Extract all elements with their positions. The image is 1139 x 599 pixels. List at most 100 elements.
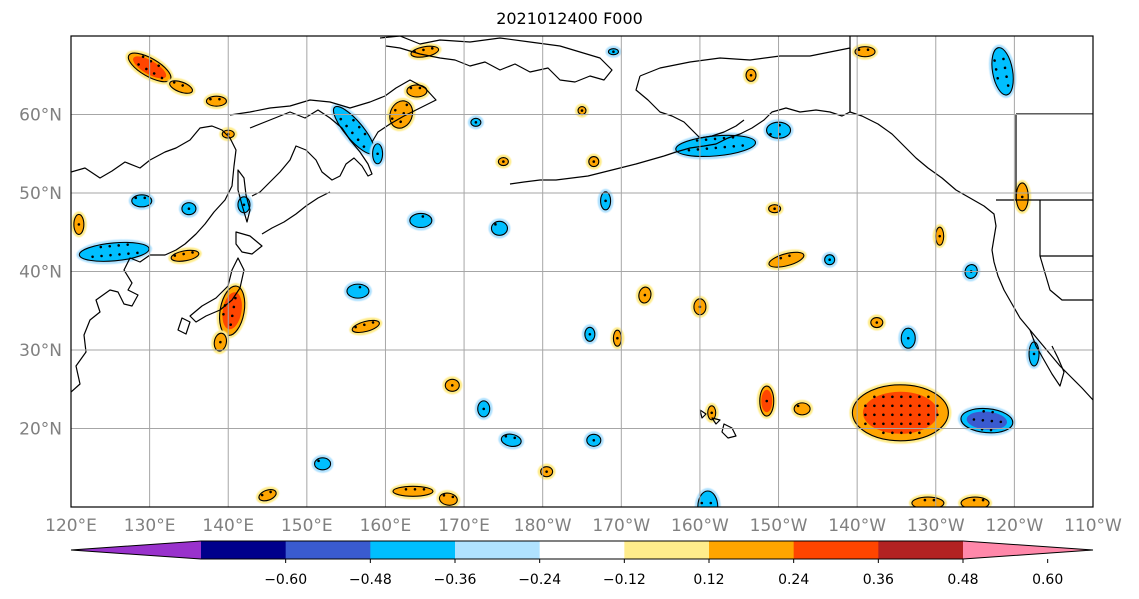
significance-dot: [160, 76, 164, 80]
anomaly-patch: [867, 314, 886, 331]
longitude-label: 150°E: [281, 516, 333, 536]
significance-dot: [99, 245, 103, 249]
significance-dot: [927, 395, 930, 399]
anomaly-patch: [349, 317, 383, 336]
significance-dot: [722, 136, 726, 140]
significance-dot: [875, 321, 879, 324]
anomaly-contour: [490, 220, 509, 236]
significance-dot: [927, 404, 930, 408]
anomaly-patch: [988, 44, 1017, 99]
anomaly-patch: [852, 43, 879, 60]
coastline-hokkaido: [235, 231, 263, 255]
anomaly-patch: [343, 281, 372, 302]
anomaly-patch: [403, 81, 430, 100]
longitude-label: 180°W: [514, 516, 572, 536]
coastline-hawaii: [699, 409, 737, 439]
significance-dot: [773, 207, 776, 210]
significance-dot: [612, 50, 615, 53]
significance-dot: [580, 109, 584, 112]
significance-dot: [996, 76, 1000, 80]
significance-dot: [982, 410, 985, 413]
significance-dot: [927, 413, 930, 417]
significance-dot: [891, 431, 894, 435]
coastline-asia: [71, 125, 237, 393]
anomaly-patch: [436, 490, 461, 507]
significance-dot: [857, 48, 861, 51]
significance-dot: [502, 160, 505, 163]
significance-dot: [181, 84, 184, 87]
significance-dot: [882, 395, 885, 399]
anomaly-core: [222, 292, 242, 330]
significance-dot: [143, 196, 147, 200]
significance-dot: [354, 325, 357, 329]
significance-dot: [404, 488, 408, 491]
anomaly-contour: [346, 283, 370, 299]
significance-dot: [234, 296, 237, 300]
significance-dot: [173, 254, 177, 257]
significance-dot: [371, 321, 375, 324]
colorbar-tick-label: −0.48: [349, 572, 392, 588]
significance-dot: [1020, 195, 1024, 199]
significance-dot: [592, 160, 596, 163]
anomaly-patch: [908, 494, 947, 507]
anomaly-patch: [743, 66, 760, 85]
significance-dot: [1006, 84, 1010, 87]
significance-dot: [422, 488, 426, 491]
significance-dot: [891, 422, 894, 426]
significance-dot: [723, 145, 727, 149]
anomaly-patch: [71, 211, 87, 238]
colorbar-tick-label: 0.36: [863, 572, 894, 588]
anomaly-patch: [216, 283, 248, 339]
significance-dot: [918, 395, 921, 399]
anomaly-patch: [442, 376, 463, 395]
anomaly-patch: [369, 140, 386, 167]
significance-dot: [900, 413, 903, 417]
longitude-label: 110°W: [1064, 516, 1122, 536]
significance-dot: [864, 413, 867, 417]
significance-dot: [704, 138, 708, 142]
anomaly-patch: [467, 115, 484, 130]
coastline-siberia: [229, 36, 613, 143]
anomaly-patch: [407, 43, 442, 61]
colorbar-tick-label: 0.12: [693, 572, 724, 588]
significance-dot: [91, 255, 94, 259]
significance-dot: [242, 203, 246, 207]
coastline-kurils: [261, 191, 331, 235]
significance-dot: [230, 314, 234, 318]
significance-dot: [927, 422, 930, 426]
anomaly-patch: [605, 45, 622, 58]
significance-dot: [705, 147, 709, 150]
significance-dot: [513, 436, 517, 440]
significance-dot: [714, 146, 718, 150]
anomaly-patch: [898, 325, 919, 352]
significance-dot: [906, 336, 910, 340]
significance-dot: [882, 431, 885, 435]
significance-dot: [172, 81, 176, 84]
anomaly-contour: [675, 134, 757, 158]
anomaly-patch: [1026, 338, 1043, 369]
significance-dot: [218, 97, 221, 101]
significance-dot: [136, 251, 139, 255]
anomaly-patch: [672, 132, 759, 160]
anomaly-patch: [597, 188, 614, 213]
anomaly-contour: [131, 194, 153, 208]
significance-dot: [209, 97, 212, 101]
significance-dot: [891, 395, 894, 399]
colorbar-segment: [370, 541, 456, 559]
latitude-label: 30°N: [19, 341, 62, 361]
anomaly-patch: [765, 249, 807, 270]
anomaly-patch: [474, 397, 493, 420]
significance-dot: [405, 103, 409, 107]
significance-dot: [788, 254, 791, 258]
significance-dot: [923, 498, 927, 502]
significance-dot: [393, 108, 397, 112]
longitude-label: 130°E: [124, 516, 176, 536]
anomaly-patch: [255, 486, 280, 504]
significance-dot: [864, 422, 867, 426]
significance-dot: [108, 244, 112, 248]
significance-dot: [873, 404, 876, 408]
significance-dot: [709, 511, 712, 514]
anomaly-contour: [793, 402, 811, 416]
anomaly-patch: [1013, 179, 1032, 214]
significance-dot: [643, 293, 647, 297]
